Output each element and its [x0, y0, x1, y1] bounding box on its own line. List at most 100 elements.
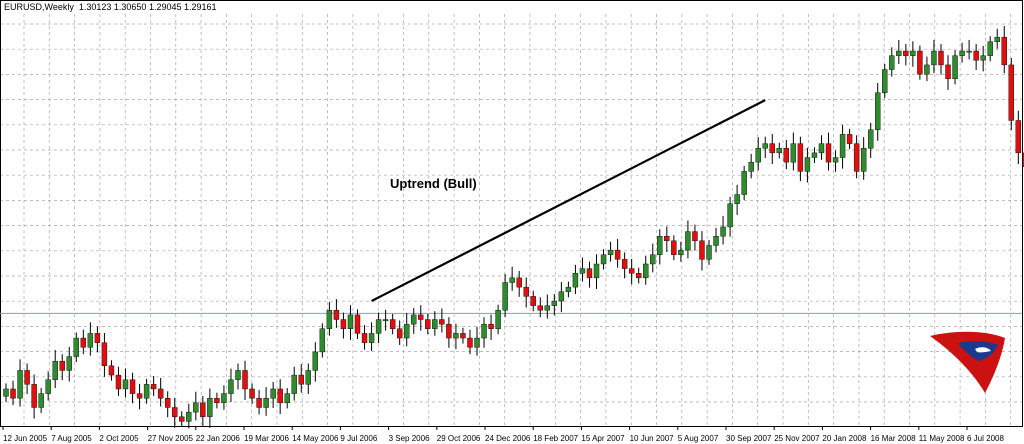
candle-bull	[889, 55, 895, 70]
candle-bull	[734, 194, 740, 204]
candle-bear	[418, 314, 424, 320]
candle-bull	[474, 337, 480, 348]
candle-bull	[720, 226, 726, 237]
candle-bull	[818, 143, 825, 154]
x-axis: 12 Jun 2005 7 Aug 2005 2 Oct 2005 27 Nov 20…	[2, 426, 1004, 443]
x-tick-label: 6 Jul 2008	[967, 434, 1004, 443]
candle-bull	[565, 286, 572, 292]
candle-bear	[101, 342, 108, 367]
uptrend-line	[371, 99, 766, 302]
candle-bear	[277, 388, 283, 404]
candle-bull	[347, 314, 354, 329]
chart-header: EURUSD,Weekly 1.30123 1.30650 1.29045 1.…	[4, 2, 217, 12]
candle-bull	[896, 50, 902, 56]
candle-bear	[938, 50, 944, 66]
candles	[3, 26, 1024, 429]
candle-bull	[509, 277, 515, 283]
candle-bull	[375, 319, 382, 334]
candle-bear	[425, 319, 431, 329]
candle-bull	[52, 360, 58, 380]
candle-bear	[129, 379, 136, 394]
candle-bull	[804, 157, 811, 172]
candle-bear	[396, 328, 403, 339]
candle-bear	[80, 337, 87, 348]
candle-bull	[875, 92, 881, 130]
candle-bull	[221, 393, 227, 404]
candle-bear	[530, 296, 536, 306]
candle-bull	[502, 282, 508, 311]
candle-bear	[214, 398, 220, 404]
candle-bull	[579, 268, 586, 274]
candle-bear	[516, 277, 522, 288]
candle-bear	[769, 143, 775, 154]
candle-bear	[664, 236, 670, 242]
candle-bear	[242, 370, 248, 390]
candle-bear	[692, 231, 698, 242]
x-tick-label: 7 Aug 2005	[51, 434, 92, 443]
candle-bear	[537, 305, 543, 311]
candle-bear	[446, 323, 452, 339]
candle-bear	[439, 319, 445, 325]
candle-bear	[333, 310, 340, 320]
candle-bull	[994, 36, 1000, 42]
candle-bull	[326, 310, 333, 329]
candle-bear	[917, 50, 923, 75]
candle-bear	[24, 370, 30, 385]
chart-ohlc: 1.30123 1.30650 1.29045 1.29161	[78, 2, 217, 12]
candle-bear	[172, 407, 178, 417]
candle-bull	[3, 388, 9, 397]
candle-bull	[713, 236, 719, 246]
x-tick-label: 2 Oct 2005	[99, 434, 139, 443]
candle-bull	[762, 143, 768, 149]
x-tick-label: 25 Nov 2007	[774, 434, 820, 443]
candle-bear	[467, 337, 473, 348]
candle-bear	[200, 402, 206, 417]
candle-bear	[614, 249, 621, 260]
x-tick-label: 3 Sep 2006	[389, 434, 430, 443]
candle-bull	[411, 314, 417, 325]
candle-bear	[488, 323, 494, 329]
candle-bull	[987, 41, 993, 56]
candle-bull	[952, 55, 958, 80]
candle-bull	[263, 398, 269, 408]
x-tick-label: 18 Feb 2007	[533, 434, 578, 443]
candle-bear	[164, 398, 171, 408]
candle-bear	[249, 388, 255, 399]
x-tick-label: 5 Aug 2007	[678, 434, 719, 443]
grid	[0, 0, 1023, 427]
candle-bull	[87, 333, 94, 348]
x-tick-label: 14 May 2006	[292, 434, 339, 443]
candle-bull	[66, 356, 72, 371]
candle-bull	[748, 161, 754, 172]
x-tick-label: 22 Jan 2006	[196, 434, 241, 443]
candle-bear	[94, 333, 101, 343]
candle-bull	[495, 310, 501, 329]
candle-bear	[298, 374, 304, 385]
candle-bull	[882, 69, 888, 93]
candle-bull	[839, 134, 846, 158]
candle-bull	[481, 323, 487, 339]
candle-bear	[389, 319, 396, 329]
candle-bear	[361, 333, 368, 343]
x-tick-label: 29 Oct 2006	[437, 434, 481, 443]
candle-bull	[17, 370, 23, 399]
candle-bear	[853, 143, 860, 172]
x-tick-label: 15 Apr 2007	[581, 434, 625, 443]
candle-bear	[621, 259, 628, 269]
candle-bull	[305, 370, 311, 385]
candle-bull	[122, 379, 129, 390]
candle-bear	[115, 374, 122, 390]
candle-bear	[903, 50, 909, 56]
x-tick-label: 11 May 2008	[919, 434, 965, 443]
candle-bear	[460, 333, 466, 339]
candle-bear	[157, 388, 164, 399]
x-tick-label: 12 Jun 2005	[3, 434, 48, 443]
x-tick-label: 10 Jun 2007	[630, 434, 675, 443]
candle-bear	[10, 388, 16, 399]
candle-bear	[586, 268, 593, 279]
x-tick-label: 16 Mar 2008	[871, 434, 916, 443]
candle-bull	[980, 55, 986, 61]
candle-bear	[973, 50, 979, 61]
candle-bull	[186, 411, 192, 422]
